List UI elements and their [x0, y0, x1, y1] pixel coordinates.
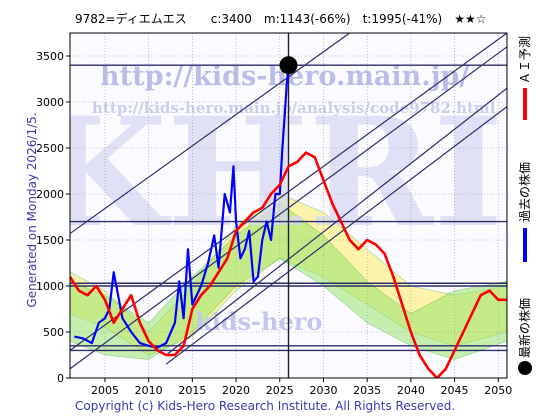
watermark-kids-hero: kids-hero [195, 307, 322, 336]
y-tick-label: 1000 [36, 280, 64, 293]
y-tick-label: 500 [43, 326, 64, 339]
watermark-layer: KHRI http://kids-hero.main.jp/ http://ki… [70, 61, 503, 336]
trend-line [70, 33, 507, 351]
legend-past-price: 過去の株価 [517, 162, 532, 262]
forecast-bands [70, 193, 507, 360]
x-tick-label: 2005 [91, 384, 119, 397]
chart-title: 9782=ディエムエス c:3400 m:1143(-66%) t:1995(-… [75, 11, 487, 26]
watermark-url-analysis: http://kids-hero.main.jp/analysis/code97… [92, 99, 496, 117]
x-tick-label: 2040 [397, 384, 425, 397]
x-tick-label: 2050 [484, 384, 512, 397]
x-tick-label: 2035 [353, 384, 381, 397]
trend-line [165, 106, 507, 365]
legend-ai-forecast: ＡＩ予測 [518, 36, 532, 120]
y-tick-label: 2000 [36, 188, 64, 201]
y-tick-label: 0 [57, 372, 64, 385]
trend-line [165, 87, 507, 356]
y-tick-label: 1500 [36, 234, 64, 247]
plot-frame [69, 32, 508, 379]
x-tick-label: 2015 [178, 384, 206, 397]
past-price-line [74, 65, 290, 349]
generated-date-label: Generated on Monday 2026/1/5. [25, 112, 39, 307]
copyright-label: Copyright (c) Kids-Hero Research Institu… [75, 399, 455, 413]
trend-line [70, 46, 507, 370]
legend-latest-price: 最新の株価 [517, 298, 532, 375]
x-tick-label: 2025 [266, 384, 294, 397]
y-tick-label: 3000 [36, 96, 64, 109]
x-axis-ticks: 2005 2010 2015 2020 2025 2030 2035 2040 2045 2050 [91, 378, 512, 397]
x-tick-label: 2030 [309, 384, 337, 397]
legend-latest-label: 最新の株価 [517, 298, 532, 358]
legend-latest-swatch [518, 361, 532, 375]
y-axis-ticks: 0 500 1000 1500 2000 2500 3000 3500 [36, 50, 70, 385]
legend: ＡＩ予測 過去の株価 最新の株価 [517, 36, 532, 375]
trend-line [70, 33, 351, 235]
legend-ai-label: ＡＩ予測 [518, 36, 532, 84]
price-series [70, 65, 507, 378]
x-tick-label: 2010 [135, 384, 163, 397]
forecast-band-1 [70, 202, 507, 360]
x-tick-label: 2020 [222, 384, 250, 397]
latest-price-marker-group [279, 56, 298, 75]
trend-lines [70, 33, 507, 370]
legend-past-label: 過去の株価 [517, 162, 532, 222]
y-tick-label: 3500 [36, 50, 64, 63]
ai-forecast-line [70, 151, 507, 378]
y-tick-label: 2500 [36, 142, 64, 155]
x-tick-label: 2045 [441, 384, 469, 397]
latest-price-marker [279, 56, 298, 75]
